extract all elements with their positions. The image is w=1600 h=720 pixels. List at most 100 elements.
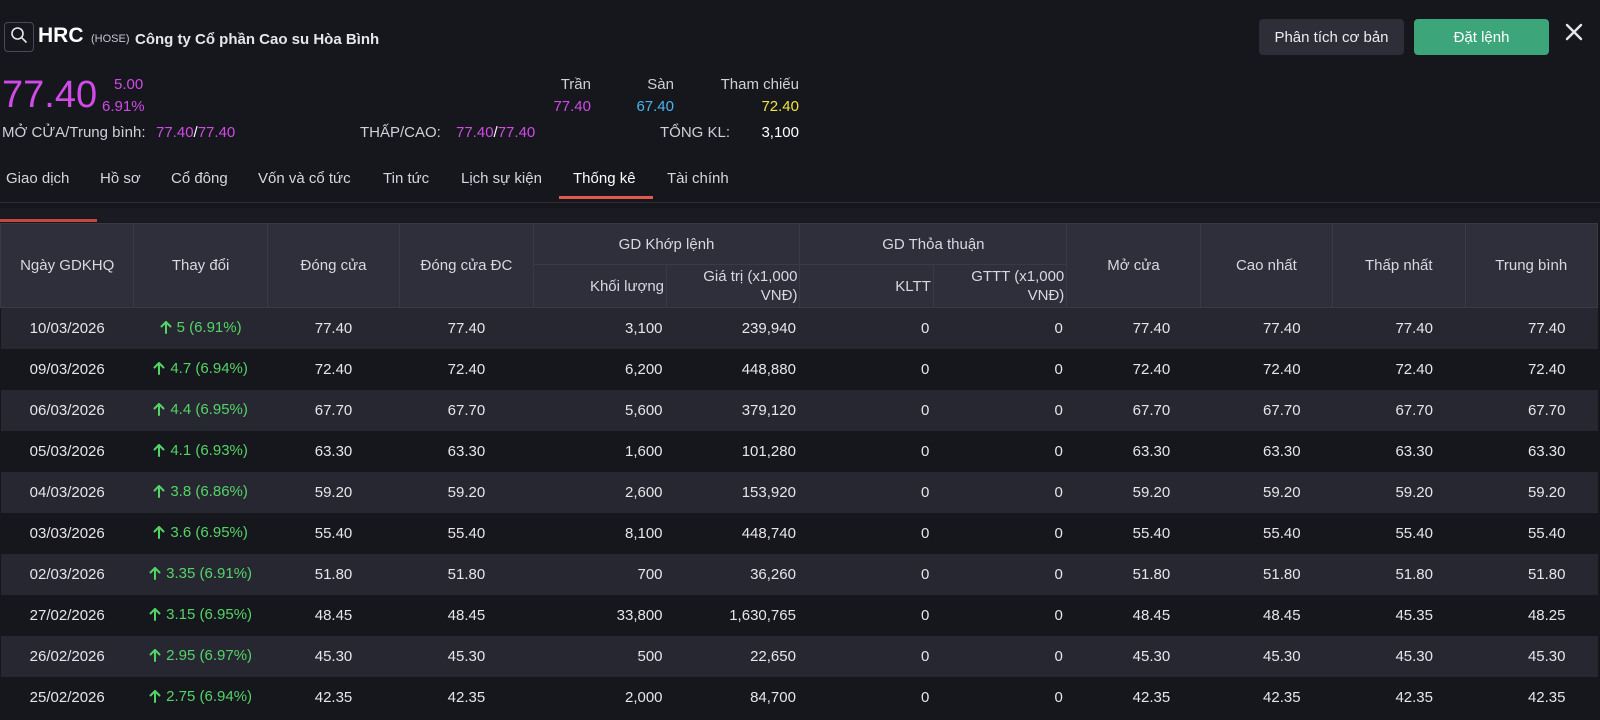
low-high-values: 77.40/77.40 bbox=[456, 124, 535, 141]
cell-gttt: 0 bbox=[933, 349, 1067, 390]
cell-open: 55.40 bbox=[1066, 513, 1201, 554]
tab-co-dong[interactable]: Cổ đông bbox=[171, 170, 228, 187]
cell-kltt: 0 bbox=[799, 513, 934, 554]
cell-open: 45.30 bbox=[1066, 636, 1201, 677]
cell-high: 77.40 bbox=[1200, 307, 1333, 349]
arrow-up-icon bbox=[153, 443, 165, 461]
cell-adj-close: 59.20 bbox=[399, 472, 534, 513]
cell-low: 67.70 bbox=[1332, 390, 1465, 431]
cell-value: 101,280 bbox=[666, 431, 800, 472]
change-text: 4.7 (6.94%) bbox=[170, 360, 248, 377]
close-button[interactable] bbox=[1562, 22, 1586, 46]
cell-low: 77.40 bbox=[1332, 307, 1465, 349]
tab-von-va-co-tuc[interactable]: Vốn và cổ tức bbox=[258, 170, 351, 187]
table-row[interactable]: 10/03/2026 5 (6.91%) 77.40 77.40 3,100 239,94… bbox=[0, 307, 1598, 349]
table-row[interactable]: 03/03/2026 3.6 (6.95%) 55.40 55.40 8,100 448,… bbox=[0, 513, 1598, 554]
cell-close: 55.40 bbox=[267, 513, 400, 554]
tab-bar: Giao dịch Hồ sơ Cổ đông Vốn và cổ tức Ti… bbox=[0, 166, 1600, 203]
table-row[interactable]: 02/03/2026 3.35 (6.91%) 51.80 51.80 700 36,26… bbox=[0, 554, 1598, 595]
price-change-percent: 6.91% bbox=[102, 98, 145, 115]
cell-average: 72.40 bbox=[1465, 349, 1598, 390]
tab-ho-so[interactable]: Hồ sơ bbox=[100, 170, 141, 187]
cell-change: 4.1 (6.93%) bbox=[133, 431, 268, 472]
cell-gttt: 0 bbox=[933, 513, 1067, 554]
cell-value: 22,650 bbox=[666, 636, 800, 677]
open-avg-label: MỞ CỬA/Trung bình: bbox=[2, 124, 146, 141]
place-order-button[interactable]: Đặt lệnh bbox=[1414, 19, 1549, 55]
cell-gttt: 0 bbox=[933, 431, 1067, 472]
change-text: 3.8 (6.86%) bbox=[170, 483, 248, 500]
cell-volume: 6,200 bbox=[533, 349, 667, 390]
cell-kltt: 0 bbox=[799, 554, 934, 595]
cell-date: 04/03/2026 bbox=[0, 472, 134, 513]
cell-high: 72.40 bbox=[1200, 349, 1333, 390]
cell-open: 72.40 bbox=[1066, 349, 1201, 390]
change-text: 5 (6.91%) bbox=[176, 319, 242, 336]
cell-date: 10/03/2026 bbox=[0, 307, 134, 349]
cell-change: 5 (6.91%) bbox=[133, 307, 268, 349]
tab-lich-su-kien[interactable]: Lịch sự kiện bbox=[461, 170, 542, 187]
cell-kltt: 0 bbox=[799, 307, 934, 349]
header-low: Thấp nhất bbox=[1332, 223, 1466, 308]
exchange-label: (HOSE) bbox=[91, 33, 130, 45]
arrow-up-icon bbox=[153, 525, 165, 543]
cell-adj-close: 63.30 bbox=[399, 431, 534, 472]
header-open: Mở cửa bbox=[1066, 223, 1201, 308]
header-matched-value: Giá trị (x1,000 VNĐ) bbox=[666, 264, 801, 308]
tab-tai-chinh[interactable]: Tài chính bbox=[667, 170, 729, 187]
cell-gttt: 0 bbox=[933, 677, 1067, 718]
tab-thong-ke[interactable]: Thống kê bbox=[573, 170, 636, 187]
cell-high: 51.80 bbox=[1200, 554, 1333, 595]
cell-gttt: 0 bbox=[933, 390, 1067, 431]
cell-average: 45.30 bbox=[1465, 636, 1598, 677]
cell-volume: 3,100 bbox=[533, 307, 667, 349]
header-negotiated-value: GTTT (x1,000 VNĐ) bbox=[932, 264, 1068, 308]
cell-low: 59.20 bbox=[1332, 472, 1465, 513]
table-row[interactable]: 09/03/2026 4.7 (6.94%) 72.40 72.40 6,200 448,… bbox=[0, 349, 1598, 390]
table-row[interactable]: 04/03/2026 3.8 (6.86%) 59.20 59.20 2,600 153,… bbox=[0, 472, 1598, 513]
cell-kltt: 0 bbox=[799, 390, 934, 431]
reference-label: Tham chiếu bbox=[720, 76, 799, 93]
header-high: Cao nhất bbox=[1199, 223, 1334, 308]
tab-tin-tuc[interactable]: Tin tức bbox=[383, 170, 430, 187]
cell-high: 55.40 bbox=[1200, 513, 1333, 554]
search-icon bbox=[10, 26, 28, 49]
cell-high: 42.35 bbox=[1200, 677, 1333, 718]
cell-kltt: 0 bbox=[799, 595, 934, 636]
change-text: 4.1 (6.93%) bbox=[170, 442, 248, 459]
cell-volume: 33,800 bbox=[533, 595, 667, 636]
cell-date: 09/03/2026 bbox=[0, 349, 134, 390]
cell-close: 63.30 bbox=[267, 431, 400, 472]
table-row[interactable]: 26/02/2026 2.95 (6.97%) 45.30 45.30 500 22,65… bbox=[0, 636, 1598, 677]
fundamental-analysis-button[interactable]: Phân tích cơ bản bbox=[1259, 19, 1404, 55]
cell-adj-close: 45.30 bbox=[399, 636, 534, 677]
cell-change: 3.35 (6.91%) bbox=[133, 554, 268, 595]
cell-date: 02/03/2026 bbox=[0, 554, 134, 595]
cell-open: 59.20 bbox=[1066, 472, 1201, 513]
search-button[interactable] bbox=[4, 22, 34, 52]
cell-average: 48.25 bbox=[1465, 595, 1598, 636]
cell-gttt: 0 bbox=[933, 636, 1067, 677]
tab-giao-dich[interactable]: Giao dịch bbox=[6, 170, 70, 187]
table-row[interactable]: 27/02/2026 3.15 (6.95%) 48.45 48.45 33,800 1,… bbox=[0, 595, 1598, 636]
cell-high: 48.45 bbox=[1200, 595, 1333, 636]
cell-open: 51.80 bbox=[1066, 554, 1201, 595]
cell-gttt: 0 bbox=[933, 307, 1067, 349]
table-row[interactable]: 25/02/2026 2.75 (6.94%) 42.35 42.35 2,000 84,… bbox=[0, 677, 1598, 718]
table-row[interactable]: 05/03/2026 4.1 (6.93%) 63.30 63.30 1,600 101,… bbox=[0, 431, 1598, 472]
cell-high: 67.70 bbox=[1200, 390, 1333, 431]
price-change: 5.00 bbox=[114, 76, 144, 93]
cell-kltt: 0 bbox=[799, 472, 934, 513]
close-icon bbox=[1565, 23, 1583, 46]
separator: / bbox=[193, 124, 198, 141]
change-text: 2.95 (6.97%) bbox=[166, 647, 253, 664]
header-date: Ngày GDKHQ bbox=[0, 223, 135, 308]
cell-value: 448,740 bbox=[666, 513, 800, 554]
cell-average: 51.80 bbox=[1465, 554, 1598, 595]
cell-date: 03/03/2026 bbox=[0, 513, 134, 554]
cell-low: 51.80 bbox=[1332, 554, 1465, 595]
change-text: 3.35 (6.91%) bbox=[166, 565, 253, 582]
table-row[interactable]: 06/03/2026 4.4 (6.95%) 67.70 67.70 5,600 379,… bbox=[0, 390, 1598, 431]
arrow-up-icon bbox=[153, 402, 165, 420]
cell-change: 3.15 (6.95%) bbox=[133, 595, 268, 636]
